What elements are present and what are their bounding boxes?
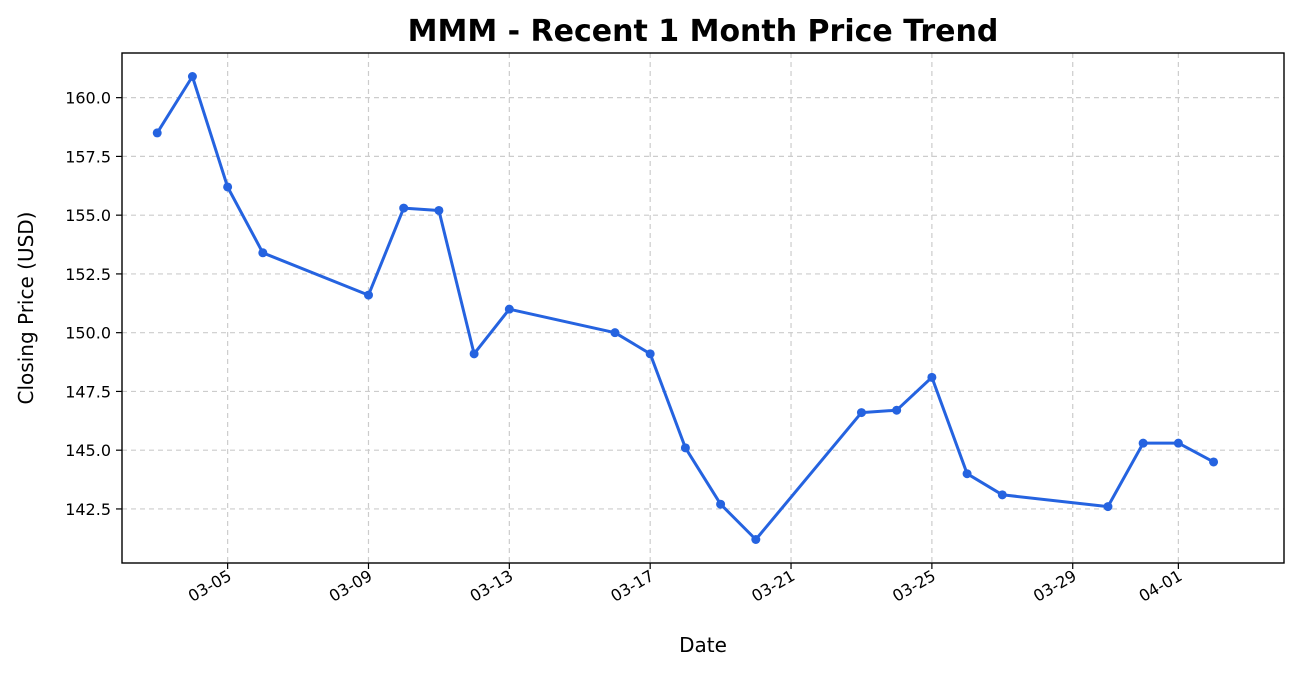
axis-ticks: 03-05 03-09 03-13 03-17 03-21 03-25 03-29 04-01… — [65, 89, 1185, 606]
y-tick-label: 147.5 — [65, 382, 111, 401]
price-data-point — [1138, 438, 1148, 448]
price-data-point — [751, 534, 761, 544]
series-layer — [152, 72, 1219, 544]
price-data-point — [223, 182, 233, 192]
price-data-point — [892, 405, 902, 415]
x-tick-label: 03-21 — [748, 566, 798, 606]
y-tick-label: 160.0 — [65, 89, 111, 108]
y-tick-label: 142.5 — [65, 500, 111, 519]
x-tick-label: 03-05 — [185, 566, 235, 606]
price-data-point — [1209, 457, 1219, 467]
price-series-line — [155, 75, 1216, 541]
chart-title: MMM - Recent 1 Month Price Trend — [408, 14, 999, 49]
grid-lines — [122, 53, 1284, 563]
y-tick-label: 150.0 — [65, 324, 111, 343]
price-data-point — [645, 349, 655, 359]
y-axis-label: Closing Price (USD) — [14, 212, 38, 405]
price-data-point — [1103, 502, 1113, 512]
y-tick-label: 145.0 — [65, 441, 111, 460]
price-data-point — [187, 72, 197, 82]
x-tick-label: 04-01 — [1136, 566, 1186, 606]
price-data-point — [399, 203, 409, 213]
price-data-point — [997, 490, 1007, 500]
x-tick-label: 03-29 — [1030, 566, 1080, 606]
price-data-point — [434, 205, 444, 215]
y-tick-label: 157.5 — [65, 147, 111, 166]
price-data-point — [716, 499, 726, 509]
plot-frame — [121, 52, 1285, 564]
price-data-point — [504, 304, 514, 314]
x-axis-label: Date — [679, 633, 727, 657]
price-data-point — [469, 349, 479, 359]
x-tick-label: 03-13 — [467, 566, 517, 606]
x-tick-label: 03-09 — [326, 566, 376, 606]
price-data-point — [856, 408, 866, 418]
price-data-point — [1173, 438, 1183, 448]
y-tick-label: 152.5 — [65, 265, 111, 284]
price-data-point — [363, 290, 373, 300]
price-data-point — [962, 469, 972, 479]
price-data-point — [610, 328, 620, 338]
x-tick-label: 03-17 — [607, 566, 657, 606]
price-data-point — [927, 372, 937, 382]
price-data-point — [258, 248, 268, 258]
price-data-point — [152, 128, 162, 138]
x-tick-label: 03-25 — [889, 566, 939, 606]
price-data-point — [680, 443, 690, 453]
y-tick-label: 155.0 — [65, 206, 111, 225]
